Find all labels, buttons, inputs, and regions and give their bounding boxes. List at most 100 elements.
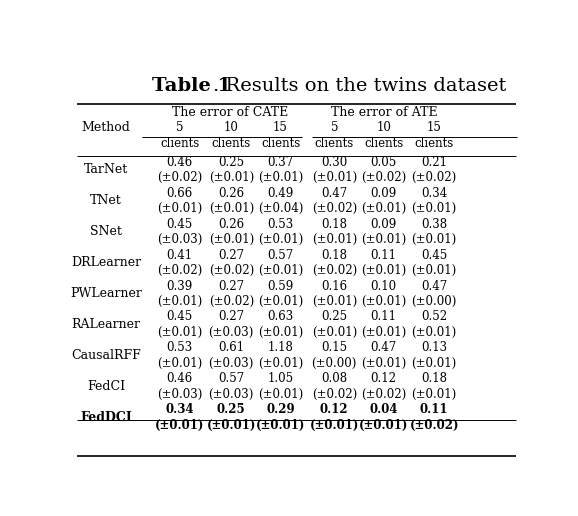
Text: 0.37: 0.37 <box>268 155 294 169</box>
Text: (±0.01): (±0.01) <box>157 202 202 215</box>
Text: 0.11: 0.11 <box>370 311 397 324</box>
Text: TarNet: TarNet <box>84 164 128 176</box>
Text: (±0.01): (±0.01) <box>361 264 406 278</box>
Text: 0.27: 0.27 <box>218 311 244 324</box>
Text: 5
clients: 5 clients <box>314 121 354 150</box>
Text: 0.25: 0.25 <box>218 155 244 169</box>
Text: 15
clients: 15 clients <box>261 121 300 150</box>
Text: 0.04: 0.04 <box>369 404 398 416</box>
Text: 0.63: 0.63 <box>268 311 294 324</box>
Text: 0.12: 0.12 <box>370 373 397 385</box>
Text: 0.34: 0.34 <box>165 404 194 416</box>
Text: (±0.03): (±0.03) <box>209 358 254 370</box>
Text: CausalRFF: CausalRFF <box>71 349 140 362</box>
Text: . Results on the twins dataset: . Results on the twins dataset <box>213 77 507 95</box>
Text: 0.30: 0.30 <box>321 155 347 169</box>
Text: 0.53: 0.53 <box>166 342 193 354</box>
Text: (±0.01): (±0.01) <box>258 233 303 247</box>
Text: (±0.01): (±0.01) <box>155 420 205 432</box>
Text: (±0.01): (±0.01) <box>157 295 202 309</box>
Text: 0.09: 0.09 <box>370 187 397 200</box>
Text: (±0.01): (±0.01) <box>312 233 357 247</box>
Text: (±0.01): (±0.01) <box>361 358 406 370</box>
Text: 0.25: 0.25 <box>217 404 246 416</box>
Text: (±0.01): (±0.01) <box>206 420 256 432</box>
Text: 0.11: 0.11 <box>370 249 397 262</box>
Text: (±0.01): (±0.01) <box>412 358 457 370</box>
Text: 0.52: 0.52 <box>421 311 447 324</box>
Text: 0.47: 0.47 <box>321 187 347 200</box>
Text: 0.18: 0.18 <box>421 373 447 385</box>
Text: 0.11: 0.11 <box>420 404 449 416</box>
Text: 0.13: 0.13 <box>421 342 447 354</box>
Text: (±0.02): (±0.02) <box>409 420 459 432</box>
Text: 0.49: 0.49 <box>268 187 294 200</box>
Text: (±0.02): (±0.02) <box>361 171 406 184</box>
Text: 0.66: 0.66 <box>166 187 193 200</box>
Text: The error of ATE: The error of ATE <box>331 106 438 119</box>
Text: 0.45: 0.45 <box>166 311 193 324</box>
Text: DRLearner: DRLearner <box>71 256 141 269</box>
Text: (±0.01): (±0.01) <box>258 264 303 278</box>
Text: 0.57: 0.57 <box>268 249 294 262</box>
Text: Table 1: Table 1 <box>0 515 1 516</box>
Text: FedCI: FedCI <box>87 380 125 393</box>
Text: (±0.01): (±0.01) <box>312 295 357 309</box>
Text: (±0.00): (±0.00) <box>412 295 457 309</box>
Text: 1.18: 1.18 <box>268 342 294 354</box>
Text: 15
clients: 15 clients <box>414 121 454 150</box>
Text: PWLearner: PWLearner <box>70 287 142 300</box>
Text: (±0.02): (±0.02) <box>312 264 357 278</box>
Text: (±0.03): (±0.03) <box>209 327 254 340</box>
Text: 0.27: 0.27 <box>218 280 244 293</box>
Text: (±0.04): (±0.04) <box>258 202 303 215</box>
Text: (±0.03): (±0.03) <box>157 389 202 401</box>
Text: 0.47: 0.47 <box>421 280 447 293</box>
Text: (±0.01): (±0.01) <box>310 420 359 432</box>
Text: (±0.01): (±0.01) <box>361 295 406 309</box>
Text: 10
clients: 10 clients <box>364 121 403 150</box>
Text: 0.09: 0.09 <box>370 218 397 231</box>
Text: (±0.02): (±0.02) <box>312 202 357 215</box>
Text: (±0.01): (±0.01) <box>312 327 357 340</box>
Text: 10
clients: 10 clients <box>212 121 251 150</box>
Text: Table 1. Results on the twins dataset: Table 1. Results on the twins dataset <box>0 515 1 516</box>
Text: (±0.02): (±0.02) <box>412 171 457 184</box>
Text: (±0.01): (±0.01) <box>209 171 254 184</box>
Text: 0.10: 0.10 <box>370 280 397 293</box>
Text: (±0.01): (±0.01) <box>312 171 357 184</box>
Text: (±0.01): (±0.01) <box>256 420 305 432</box>
Text: Table 1. Results on the twins dataset: Table 1. Results on the twins dataset <box>0 515 1 516</box>
Text: 0.53: 0.53 <box>268 218 294 231</box>
Text: (±0.01): (±0.01) <box>412 327 457 340</box>
Text: TNet: TNet <box>90 195 122 207</box>
Text: 0.34: 0.34 <box>421 187 447 200</box>
Text: . Results on the twins dataset: . Results on the twins dataset <box>0 515 1 516</box>
Text: (±0.02): (±0.02) <box>209 295 254 309</box>
Text: 0.05: 0.05 <box>370 155 397 169</box>
Text: (±0.01): (±0.01) <box>258 295 303 309</box>
Text: (±0.01): (±0.01) <box>412 389 457 401</box>
Text: (±0.01): (±0.01) <box>209 233 254 247</box>
Text: (±0.01): (±0.01) <box>157 358 202 370</box>
Text: The error of CATE: The error of CATE <box>172 106 288 119</box>
Text: 0.18: 0.18 <box>321 249 347 262</box>
Text: 0.39: 0.39 <box>166 280 193 293</box>
Text: 0.12: 0.12 <box>320 404 349 416</box>
Text: 0.45: 0.45 <box>421 249 447 262</box>
Text: SNet: SNet <box>90 225 122 238</box>
Text: (±0.01): (±0.01) <box>258 327 303 340</box>
Text: (±0.02): (±0.02) <box>157 264 202 278</box>
Text: 0.59: 0.59 <box>268 280 294 293</box>
Text: 0.45: 0.45 <box>166 218 193 231</box>
Text: (±0.01): (±0.01) <box>412 264 457 278</box>
Text: (±0.02): (±0.02) <box>312 389 357 401</box>
Text: 0.46: 0.46 <box>166 373 193 385</box>
Text: (±0.00): (±0.00) <box>312 358 357 370</box>
Text: 0.18: 0.18 <box>321 218 347 231</box>
Text: Table 1: Table 1 <box>152 77 231 95</box>
Text: (±0.01): (±0.01) <box>209 202 254 215</box>
Text: 0.26: 0.26 <box>218 187 244 200</box>
Text: 0.29: 0.29 <box>266 404 295 416</box>
Text: 0.08: 0.08 <box>321 373 347 385</box>
